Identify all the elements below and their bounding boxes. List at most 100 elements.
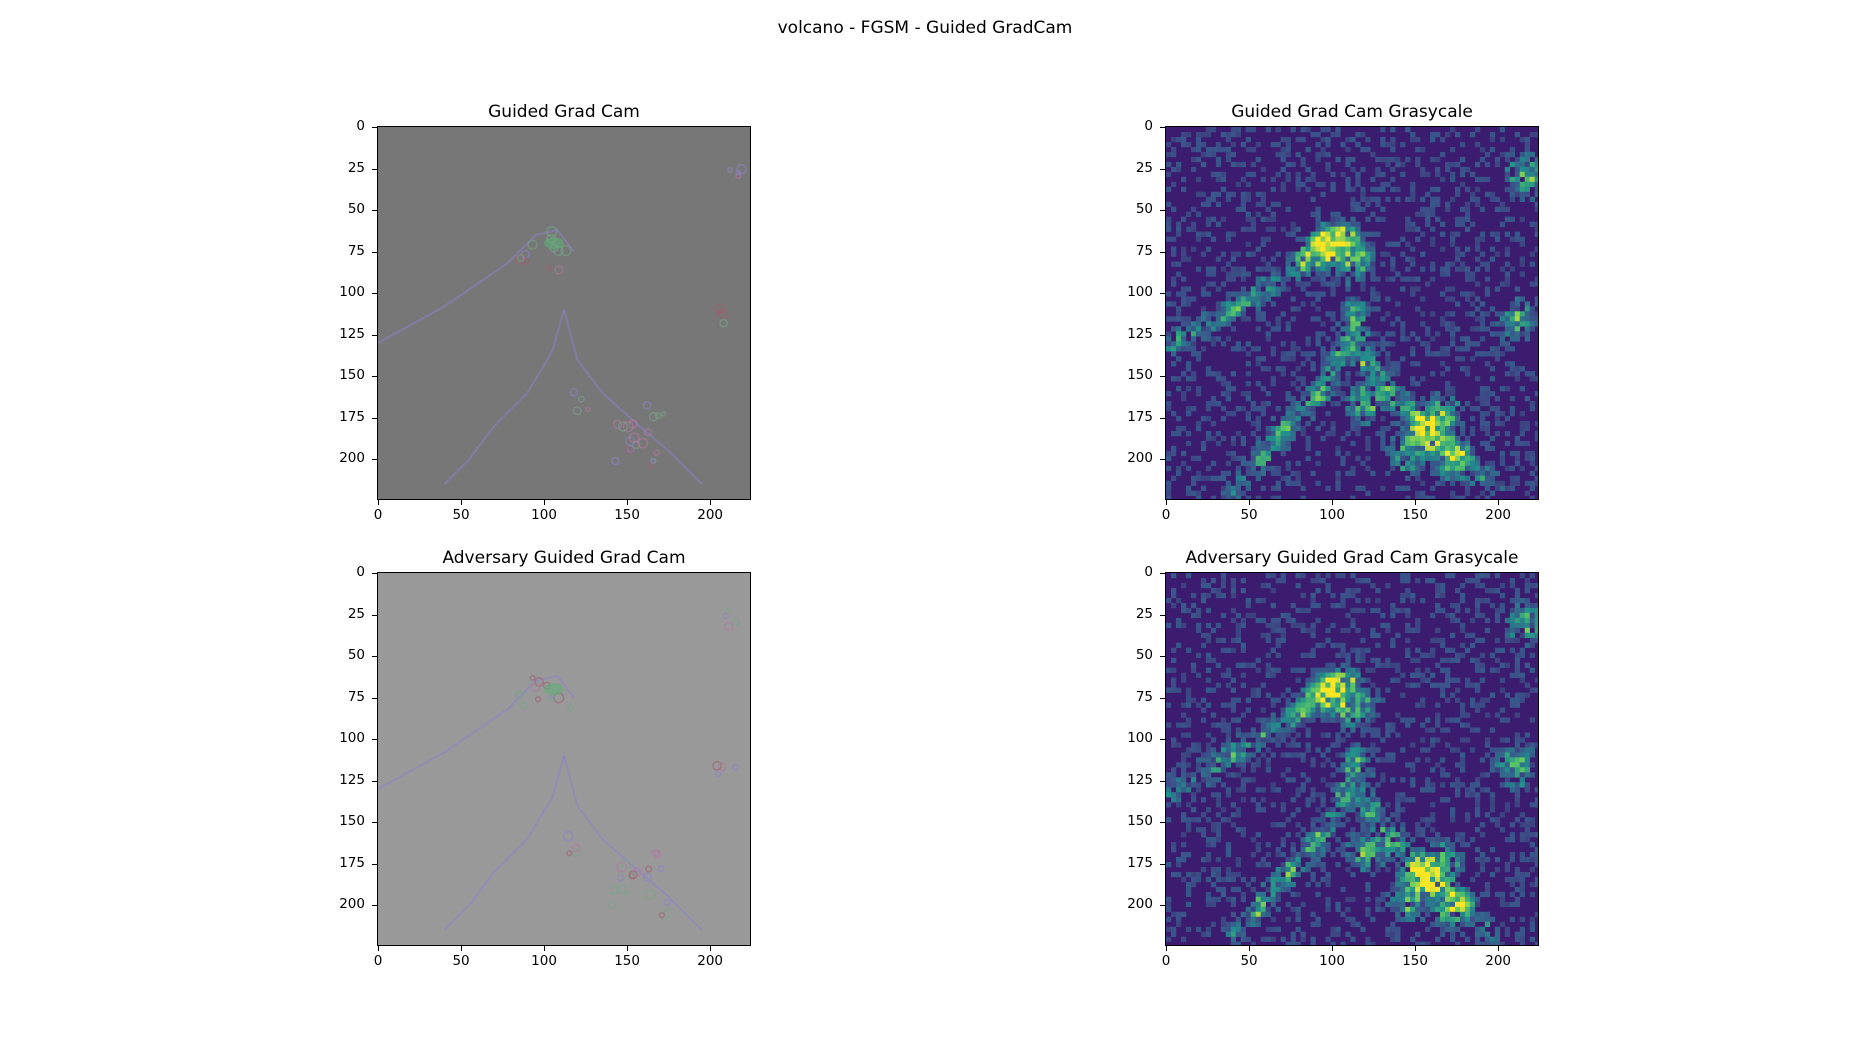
panel-3-ytick-mark bbox=[372, 905, 377, 907]
panel-4-ytick-mark bbox=[1160, 780, 1165, 782]
panel-1-xtick-label: 200 bbox=[697, 507, 724, 523]
panel-3-heatmap-image bbox=[378, 573, 750, 945]
panel-3-xtick-label: 50 bbox=[452, 953, 470, 969]
panel-4-ytick-mark bbox=[1160, 656, 1165, 658]
panel-3-title: Adversary Guided Grad Cam bbox=[442, 548, 686, 568]
panel-4-ytick-mark bbox=[1160, 573, 1165, 574]
panel-2-xtick-mark bbox=[1249, 500, 1251, 505]
panel-1-ytick-label: 100 bbox=[339, 284, 365, 301]
panel-2-ytick-label: 25 bbox=[1135, 159, 1153, 176]
panel-4-ytick-mark bbox=[1160, 822, 1165, 824]
panel-2-ytick-label: 125 bbox=[1127, 325, 1153, 342]
panel-2-ytick-mark bbox=[1160, 210, 1165, 212]
panel-2-ytick-mark bbox=[1160, 459, 1165, 461]
panel-2-xtick-label: 150 bbox=[1402, 507, 1428, 523]
panel-4-ytick-label: 0 bbox=[1144, 564, 1153, 580]
panel-3-xtick-label: 150 bbox=[614, 953, 640, 969]
panel-3-ytick-label: 100 bbox=[339, 730, 365, 747]
panel-1-xtick-mark bbox=[710, 500, 712, 505]
panel-1-ytick-mark bbox=[372, 417, 377, 419]
panel-4-title: Adversary Guided Grad Cam Grasycale bbox=[1185, 548, 1519, 568]
panel-4-ytick-mark bbox=[1160, 697, 1165, 699]
figure-title: volcano - FGSM - Guided GradCam bbox=[777, 18, 1073, 38]
panel-2-heatmap-image bbox=[1166, 127, 1538, 499]
panel-2-xtick-mark bbox=[1498, 500, 1500, 505]
panel-1-ytick-label: 0 bbox=[356, 118, 365, 134]
panel-1-ytick-mark bbox=[372, 376, 377, 378]
panel-3-xtick-mark bbox=[710, 946, 712, 951]
panel-4-xtick-mark bbox=[1249, 946, 1251, 951]
panel-4-xtick-label: 150 bbox=[1402, 953, 1428, 969]
panel-4-xtick-label: 200 bbox=[1485, 953, 1512, 969]
panel-2-xtick-label: 50 bbox=[1240, 507, 1258, 523]
panel-1-heatmap-image bbox=[378, 127, 750, 499]
panel-3-ytick-mark bbox=[372, 863, 377, 865]
panel-1-xtick-mark bbox=[461, 500, 463, 505]
panel-4-xtick-label: 100 bbox=[1319, 953, 1345, 969]
panel-4-ytick-label: 50 bbox=[1135, 647, 1153, 664]
panel-2-ytick-label: 175 bbox=[1127, 408, 1153, 425]
panel-1-ytick-mark bbox=[372, 251, 377, 253]
panel-2-ytick-mark bbox=[1160, 293, 1165, 295]
panel-1-ytick-mark bbox=[372, 459, 377, 461]
panel-2-xtick-mark bbox=[1332, 500, 1334, 505]
panel-1-ytick-label: 175 bbox=[339, 408, 365, 425]
panel-2-xtick-mark bbox=[1166, 500, 1167, 505]
panel-4-xtick-mark bbox=[1415, 946, 1417, 951]
panel-1-ytick-label: 25 bbox=[347, 159, 365, 176]
panel-2-ytick-label: 0 bbox=[1144, 118, 1153, 134]
panel-4-xtick-mark bbox=[1166, 946, 1167, 951]
panel-4-ytick-mark bbox=[1160, 614, 1165, 616]
panel-2-ytick-mark bbox=[1160, 334, 1165, 336]
panel-3-ytick-mark bbox=[372, 697, 377, 699]
panel-1-xtick-mark bbox=[627, 500, 629, 505]
panel-4-ytick-label: 175 bbox=[1127, 854, 1153, 871]
panel-4-xtick-label: 0 bbox=[1161, 953, 1171, 969]
panel-2-ytick-mark bbox=[1160, 127, 1165, 128]
panel-3-xtick-mark bbox=[544, 946, 546, 951]
panel-2-ytick-label: 150 bbox=[1127, 367, 1153, 384]
panel-1-xtick-mark bbox=[378, 500, 379, 505]
panel-3-ytick-label: 150 bbox=[339, 813, 365, 830]
panel-2-xtick-label: 0 bbox=[1161, 507, 1171, 523]
panel-4-xtick-mark bbox=[1332, 946, 1334, 951]
panel-3-ytick-mark bbox=[372, 780, 377, 782]
panel-3-ytick-label: 200 bbox=[339, 896, 365, 913]
panel-2-ytick-mark bbox=[1160, 168, 1165, 170]
panel-1-ytick-label: 50 bbox=[347, 201, 365, 218]
panel-2-ytick-label: 100 bbox=[1127, 284, 1153, 301]
panel-1-ytick-mark bbox=[372, 334, 377, 336]
panel-4-ytick-mark bbox=[1160, 863, 1165, 865]
panel-4-ytick-label: 100 bbox=[1127, 730, 1153, 747]
panel-3-ytick-label: 175 bbox=[339, 854, 365, 871]
panel-1-ytick-mark bbox=[372, 168, 377, 170]
panel-4-ytick-label: 150 bbox=[1127, 813, 1153, 830]
panel-4-ytick-label: 125 bbox=[1127, 771, 1153, 788]
panel-2-ytick-label: 200 bbox=[1127, 450, 1153, 467]
panel-3-ytick-label: 75 bbox=[347, 688, 365, 705]
panel-1-xtick-label: 100 bbox=[531, 507, 557, 523]
panel-3-xtick-label: 100 bbox=[531, 953, 557, 969]
panel-3-ytick-mark bbox=[372, 739, 377, 741]
panel-2-ytick-mark bbox=[1160, 251, 1165, 253]
panel-3-ytick-label: 50 bbox=[347, 647, 365, 664]
panel-3-ytick-mark bbox=[372, 656, 377, 658]
panel-3-ytick-mark bbox=[372, 822, 377, 824]
panel-1-ytick-mark bbox=[372, 127, 377, 128]
panel-2-ytick-mark bbox=[1160, 376, 1165, 378]
panel-4-ytick-label: 75 bbox=[1135, 688, 1153, 705]
panel-1-title: Guided Grad Cam bbox=[488, 102, 640, 122]
panel-3-xtick-label: 200 bbox=[697, 953, 724, 969]
panel-2-title: Guided Grad Cam Grasycale bbox=[1231, 102, 1473, 122]
panel-2-ytick-mark bbox=[1160, 417, 1165, 419]
panel-1-xtick-label: 0 bbox=[373, 507, 383, 523]
panel-3-xtick-label: 0 bbox=[373, 953, 383, 969]
panel-4-xtick-label: 50 bbox=[1240, 953, 1258, 969]
panel-1-xtick-mark bbox=[544, 500, 546, 505]
panel-1-ytick-mark bbox=[372, 210, 377, 212]
panel-3-xtick-mark bbox=[461, 946, 463, 951]
panel-4-ytick-mark bbox=[1160, 905, 1165, 907]
panel-4-ytick-label: 200 bbox=[1127, 896, 1153, 913]
panel-3-ytick-label: 25 bbox=[347, 605, 365, 622]
panel-2-xtick-label: 200 bbox=[1485, 507, 1512, 523]
